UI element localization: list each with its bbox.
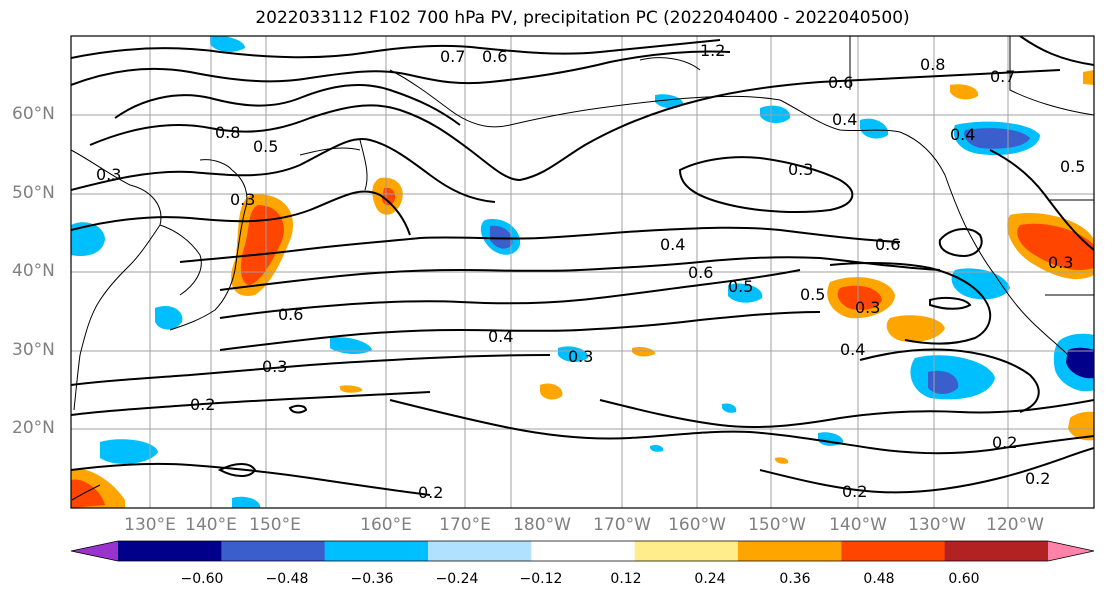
lon-label: 170°W	[593, 515, 651, 535]
colorbar-tick: −0.12	[519, 571, 563, 587]
contour-label: 0.2	[190, 395, 215, 414]
lat-label: 50°N	[12, 183, 55, 203]
colorbar-cell	[841, 541, 946, 561]
colorbar-cell	[738, 541, 842, 561]
lat-label: 60°N	[12, 104, 55, 124]
lon-label: 160°E	[360, 515, 412, 535]
colorbar-extend-low	[71, 541, 118, 561]
colorbar-tick: 0.60	[948, 571, 980, 587]
contour-label: 0.3	[262, 357, 287, 376]
contour-label: 0.4	[488, 327, 513, 346]
contour-label: 0.7	[440, 47, 465, 66]
colorbar-cell	[221, 541, 326, 561]
contour-label: 0.3	[788, 160, 813, 179]
contour-label: 0.2	[1025, 469, 1050, 488]
lon-label: 150°W	[748, 515, 806, 535]
lon-label: 130°E	[124, 515, 176, 535]
contour-label: 0.4	[950, 125, 975, 144]
colorbar-tick: 0.24	[694, 571, 726, 587]
colorbar-outline	[70, 540, 1095, 562]
lon-label: 160°W	[668, 515, 726, 535]
contour-label: 0.6	[278, 305, 303, 324]
colorbar-tick: 0.36	[779, 571, 811, 587]
gridlines	[71, 36, 1094, 508]
contour-label: 0.4	[840, 340, 865, 359]
lat-label: 30°N	[12, 340, 55, 360]
colorbar-tick: −0.48	[265, 571, 309, 587]
contour-label: 0.3	[230, 190, 255, 209]
colorbar-cell	[531, 541, 636, 561]
contour-label: 0.4	[660, 235, 685, 254]
lon-label: 170°E	[439, 515, 491, 535]
contour-labels: 0.7 0.6 1.2 0.8 0.7 0.6 0.4 0.4 0.5 0.8 …	[96, 41, 1085, 502]
map-frame	[70, 35, 1095, 509]
contour-label: 0.8	[920, 55, 945, 74]
lat-label: 40°N	[12, 261, 55, 281]
lon-label: 130°W	[908, 515, 966, 535]
contour-label: 1.2	[700, 41, 725, 60]
map-title: 2022033112 F102 700 hPa PV, precipitatio…	[255, 8, 910, 28]
colorbar-cell	[428, 541, 532, 561]
contour-label: 0.7	[990, 67, 1015, 86]
colorbar-cell	[634, 541, 739, 561]
colorbar-tick: 0.48	[863, 571, 895, 587]
contour-label: 0.2	[992, 433, 1017, 452]
contour-label: 0.3	[96, 165, 121, 184]
lon-label: 120°W	[986, 515, 1044, 535]
lon-label: 180°W	[513, 515, 571, 535]
colorbar-tick: 0.12	[610, 571, 642, 587]
contour-label: 0.3	[855, 298, 880, 317]
lon-label: 140°W	[829, 515, 887, 535]
lon-label: 140°E	[185, 515, 237, 535]
contour-label: 0.3	[1048, 253, 1073, 272]
colorbar-extend-high	[1048, 541, 1094, 561]
pv-contours	[71, 36, 1094, 496]
contour-label: 0.8	[215, 123, 240, 142]
contour-label: 0.6	[828, 73, 853, 92]
contour-label: 0.5	[728, 277, 753, 296]
colorbar-cell	[118, 541, 222, 561]
contour-label: 0.6	[875, 235, 900, 254]
contour-label: 0.2	[418, 483, 443, 502]
contour-label: 0.5	[253, 137, 278, 156]
contour-label: 0.2	[842, 482, 867, 501]
lon-label: 150°E	[249, 515, 301, 535]
colorbar-cell	[324, 541, 429, 561]
contour-label: 0.6	[688, 263, 713, 282]
lat-label: 20°N	[12, 418, 55, 438]
colorbar-tick: −0.60	[180, 571, 224, 587]
contour-label: 0.5	[1060, 157, 1085, 176]
contour-label: 0.3	[568, 347, 593, 366]
contour-label: 0.6	[482, 47, 507, 66]
colorbar-tick: −0.36	[350, 571, 394, 587]
colorbar-tick: −0.24	[435, 571, 479, 587]
contour-label: 0.4	[832, 110, 857, 129]
precip-shading	[71, 36, 1094, 508]
contour-label: 0.5	[800, 285, 825, 304]
colorbar-cell	[944, 541, 1049, 561]
